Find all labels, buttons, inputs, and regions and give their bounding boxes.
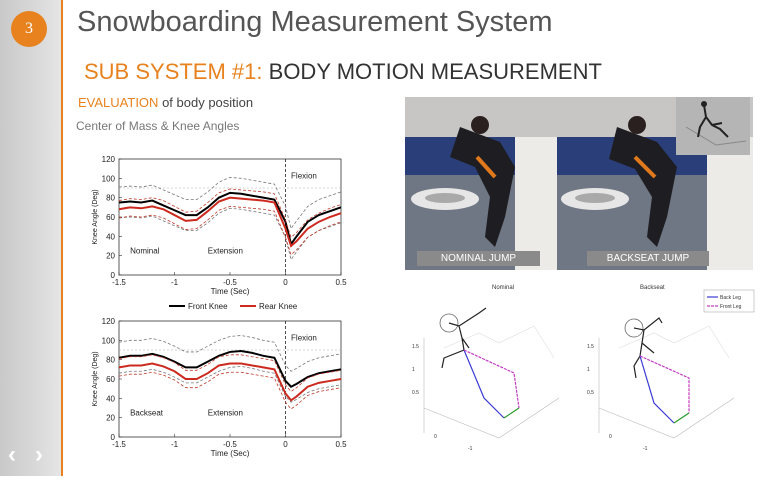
y-tick-label: 60 [106,375,115,384]
x-axis-label: Time (Sec) [211,287,250,296]
tick-0-left: 0 [434,434,437,440]
chart-annotation: Nominal [130,247,160,256]
y-tick-label: 20 [106,252,115,261]
front-knee-line [118,191,342,247]
rear-knee-legend-label: Rear Knee [259,302,298,311]
rear-knee-line [118,362,342,402]
y-tick-label: 80 [106,356,115,365]
back-leg-legend-label: Back Leg [720,295,741,301]
nominal-skeleton-plot: Nominal 1.5 1 0.5 0 -1 [412,285,560,452]
backseat-jump-label: BACKSEAT JUMP [587,251,709,266]
front-knee-legend-label: Front Knee [188,302,228,311]
skeleton-diagrams: Nominal 1.5 1 0.5 0 -1 Backseat Back [404,278,763,476]
x-axis-label: Time (Sec) [211,449,250,458]
front-knee-lower-band [118,207,342,261]
next-slide-icon[interactable]: › [35,441,43,468]
nominal-plot-title: Nominal [492,285,514,291]
x-tick-label: -1.5 [112,278,126,287]
tick-1-right: 1 [587,367,590,373]
backseat-jump-image [557,97,753,270]
backseat-skeleton-plot: Backseat Back Leg Front Leg 1.5 1 0.5 0 … [587,285,755,452]
y-tick-label: 100 [102,174,116,183]
sidebar-divider [61,0,63,476]
y-tick-label: 0 [111,433,116,442]
front-knee-upper-band [118,176,342,230]
nominal-jump-photo: NOMINAL JUMP [405,97,557,270]
x-tick-label: 0 [283,440,288,449]
x-tick-label: -1 [171,440,179,449]
y-tick-label: 0 [111,271,116,280]
mocap-skeleton-image [685,101,747,146]
tick-neg1-left: -1 [468,446,473,452]
backseat-jump-photo: BACKSEAT JUMP [557,97,753,270]
x-tick-label: -0.5 [223,278,237,287]
x-tick-label: 0.5 [335,278,347,287]
rear-knee-lower-band [118,205,342,256]
evaluation-rest: of body position [162,95,254,110]
chart-frame [118,158,342,276]
x-tick-label: 0.5 [335,440,347,449]
subtitle-main: BODY MOTION MEASUREMENT [268,59,602,84]
tick-0-5-right: 0.5 [587,390,594,396]
knee-angle-svg: 0 20 40 60 80 100 120 -1.5 -1 -0.5 0 0.5 Time (Sec) K… [92,155,347,458]
y-tick-label: 120 [102,317,116,326]
rear-knee-upper-band [118,188,342,239]
chart-annotation: Extension [208,247,243,256]
x-tick-label: 0 [283,278,288,287]
x-tick-label: -0.5 [223,440,237,449]
skeleton-diagrams-svg: Nominal 1.5 1 0.5 0 -1 Backseat Back [412,285,755,452]
y-tick-label: 60 [106,213,115,222]
section-label: Center of Mass & Knee Angles [76,119,240,133]
tick-1-5-right: 1.5 [587,344,594,350]
chart-annotation: Flexion [291,171,317,180]
x-tick-label: -1.5 [112,440,126,449]
chart-annotation: Extension [208,409,243,418]
chart-annotation: Backseat [130,409,164,418]
front-knee-line [118,349,342,388]
y-axis-label: Knee Angle (Deg) [92,351,99,406]
rear-knee-line [118,196,342,248]
nominal-jump-image [405,97,557,270]
chart-annotation: Flexion [291,333,317,342]
slide-subtitle: SUB SYSTEM #1: BODY MOTION MEASUREMENT [84,59,602,85]
tick-neg1-right: -1 [643,446,648,452]
y-tick-label: 40 [106,394,115,403]
y-axis-label: Knee Angle (Deg) [92,189,99,244]
prev-slide-icon[interactable]: ‹ [8,441,16,468]
subtitle-prefix: SUB SYSTEM #1: [84,59,263,84]
slide-sidebar [0,0,62,476]
tick-1-left: 1 [412,367,415,373]
front-leg-legend-label: Front Leg [720,304,742,310]
slide-title: Snowboarding Measurement System [77,6,553,38]
x-tick-label: -1 [171,278,179,287]
tick-0-right: 0 [609,434,612,440]
nominal-jump-label: NOMINAL JUMP [417,251,540,266]
evaluation-keyword: EVALUATION [78,95,159,110]
slide-number-badge: 3 [11,11,47,47]
y-tick-label: 40 [106,232,115,241]
backseat-plot-title: Backseat [640,285,665,291]
y-tick-label: 20 [106,414,115,423]
motion-capture-inset [676,97,750,155]
y-tick-label: 100 [102,336,116,345]
evaluation-heading: EVALUATION of body position [78,95,253,110]
tick-0-5-left: 0.5 [412,390,419,396]
y-tick-label: 120 [102,155,116,164]
tick-1-5-left: 1.5 [412,344,419,350]
knee-angle-charts: 0 20 40 60 80 100 120 -1.5 -1 -0.5 0 0.5 Time (Sec) K… [77,139,367,476]
y-tick-label: 80 [106,194,115,203]
